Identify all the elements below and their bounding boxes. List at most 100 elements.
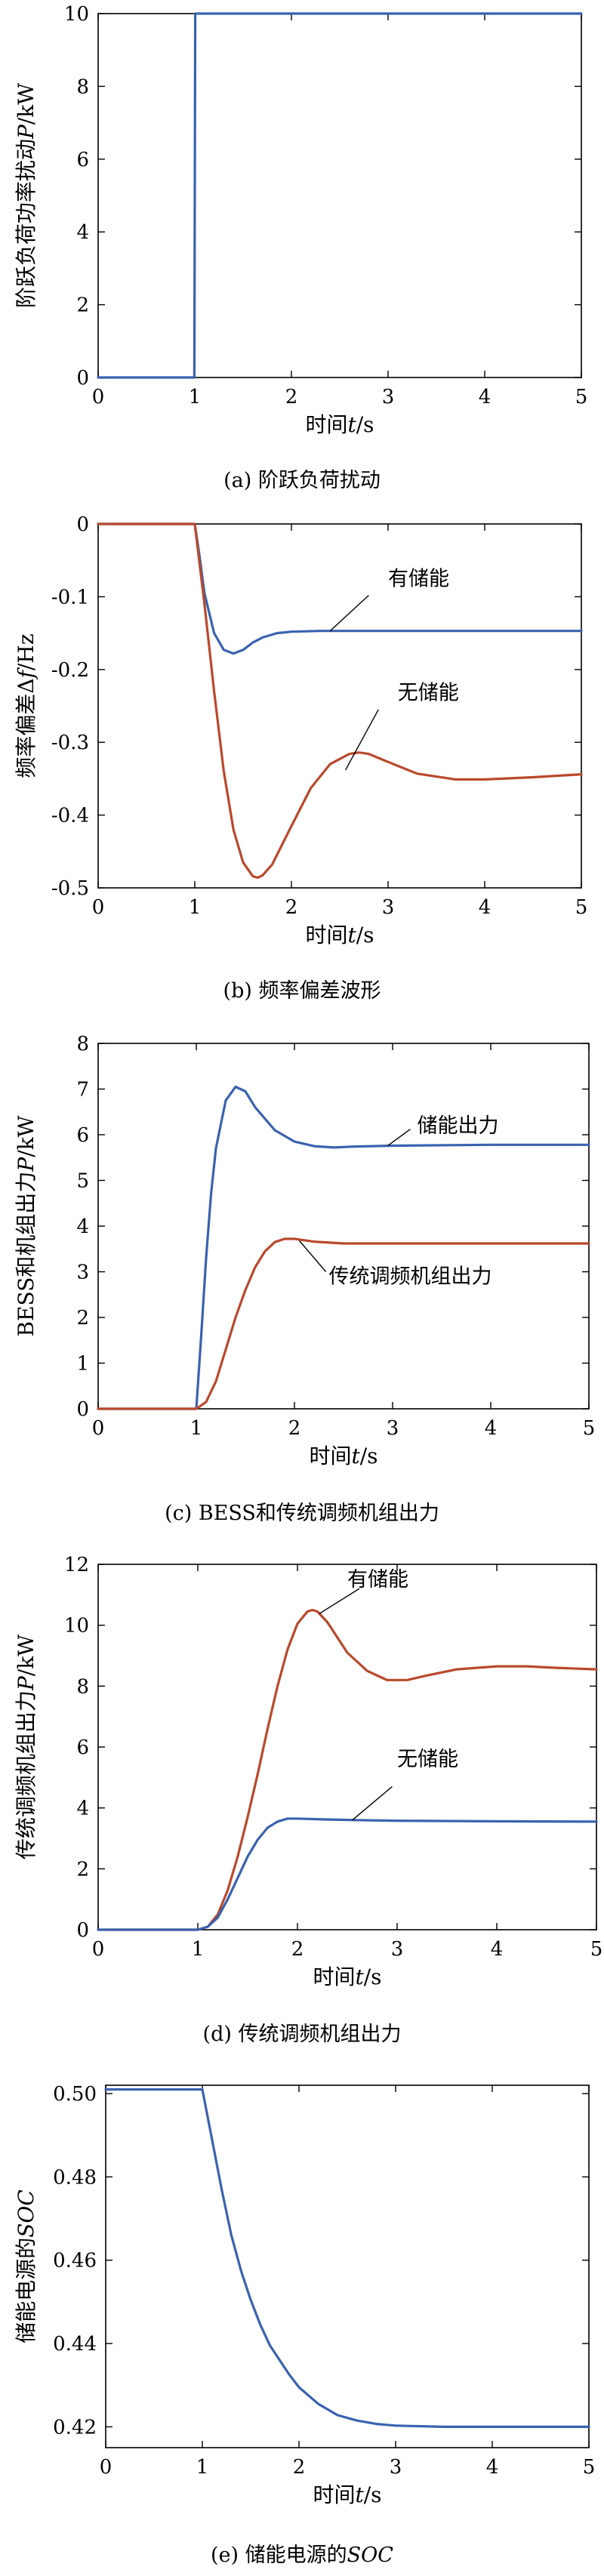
chart-b-series-1-line bbox=[97, 522, 583, 880]
chart-c-ytick-label: 3 bbox=[76, 1262, 89, 1284]
chart-a-xtick-label: 2 bbox=[285, 386, 298, 408]
chart-c-ytick-label: 8 bbox=[76, 1033, 89, 1055]
chart-e-xtick-label: 0 bbox=[100, 2456, 112, 2479]
chart-b-ytick-label: -0.4 bbox=[51, 805, 89, 827]
chart-a-svg: 0 1 2 3 4 5 0 2 4 6 8 10 时间t/s 阶跃负荷功率扰动P/kW bbox=[14, 3, 587, 437]
chart-d-ytick-label: 6 bbox=[76, 1736, 89, 1759]
chart-e-xtick-label: 4 bbox=[486, 2456, 499, 2479]
chart-b-xtick-label: 5 bbox=[575, 896, 588, 919]
chart-e-svg: 0 1 2 3 4 5 0.42 0.44 0.46 0.48 0.50 时间t/s 储能电源的SOC bbox=[14, 2083, 596, 2507]
chart-c-xlabel: 时间t/s bbox=[309, 1444, 378, 1468]
chart-a-ytick-label: 4 bbox=[76, 221, 89, 244]
chart-b-annotation-0-leader bbox=[329, 594, 369, 632]
chart-d-series-1-line bbox=[97, 1817, 598, 1931]
chart-a-xlabel: 时间t/s bbox=[305, 412, 374, 437]
chart-a-ytick-label: 8 bbox=[76, 75, 89, 98]
chart-e-xlabel: 时间t/s bbox=[313, 2482, 381, 2507]
chart-b-svg: 0 1 2 3 4 5 0 -0.1 -0.2 -0.3 -0.4 -0.5 时间t/s 频率偏差Δf/H… bbox=[14, 513, 588, 948]
chart-a-ytick-label: 2 bbox=[76, 294, 89, 317]
chart-b-ytick-label: -0.3 bbox=[51, 732, 89, 754]
chart-b-xtick-label: 0 bbox=[92, 896, 105, 919]
chart-c-svg: 0 1 2 3 4 5 0 1 2 3 4 5 6 7 8 时间t/s BESS和机组出力P/kW 储能出力传统调… bbox=[14, 1033, 596, 1468]
chart-a-ylabel: 阶跃负荷功率扰动P/kW bbox=[14, 83, 39, 308]
chart-a-xtick-label: 1 bbox=[189, 386, 202, 408]
panel-d: 0 1 2 3 4 5 0 2 4 6 8 10 12 时间t/s 传统调频机组出力P/kW 有储能 无储能 (… bbox=[0, 1548, 604, 2069]
chart-b-annotation-1-leader bbox=[345, 709, 379, 771]
chart-c-ytick-label: 6 bbox=[76, 1124, 89, 1147]
chart-c-ytick-label: 5 bbox=[76, 1170, 89, 1193]
chart-d-ytick-label: 0 bbox=[76, 1919, 89, 1942]
chart-d-ytick-label: 4 bbox=[76, 1798, 89, 1820]
chart-a-caption: (a) 阶跃负荷扰动 bbox=[223, 469, 381, 492]
chart-a-xtick-label: 0 bbox=[92, 386, 105, 408]
chart-b-annotation-1-label: 无储能 bbox=[398, 682, 459, 705]
chart-e-ytick-label: 0.42 bbox=[53, 2416, 97, 2439]
chart-a-ytick-label: 0 bbox=[76, 367, 89, 390]
chart-c-xtick-label: 3 bbox=[387, 1417, 399, 1440]
chart-a-xtick-label: 4 bbox=[479, 386, 492, 408]
chart-a-plot-frame bbox=[97, 13, 582, 378]
chart-d-annotation-0-leader bbox=[319, 1588, 360, 1614]
chart-e-ylabel: 储能电源的SOC bbox=[14, 2189, 39, 2343]
chart-d-ylabel: 传统调频机组出力P/kW bbox=[14, 1635, 39, 1860]
chart-d-annotation-1-label: 无储能 bbox=[397, 1748, 458, 1771]
chart-c-xtick-label: 5 bbox=[583, 1417, 596, 1440]
chart-b-caption: (b) 频率偏差波形 bbox=[223, 979, 381, 1003]
chart-c-ytick-label: 7 bbox=[76, 1079, 89, 1102]
chart-b-ytick-label: 0 bbox=[76, 513, 89, 536]
panel-e: 0 1 2 3 4 5 0.42 0.44 0.46 0.48 0.50 时间t/s 储能电源的SOC … bbox=[0, 2069, 604, 2576]
chart-e-plot-frame bbox=[105, 2085, 590, 2448]
chart-d-xtick-label: 0 bbox=[92, 1938, 105, 1961]
panel-c: 0 1 2 3 4 5 0 1 2 3 4 5 6 7 8 时间t/s BESS和机组出力P/kW 储能出力 传统调… bbox=[0, 1027, 604, 1548]
chart-d-xtick-label: 5 bbox=[590, 1938, 603, 1961]
chart-d-ytick-label: 10 bbox=[64, 1615, 89, 1638]
chart-d-xlabel: 时间t/s bbox=[313, 1964, 381, 1989]
chart-c-ytick-label: 2 bbox=[76, 1307, 89, 1330]
chart-b-annotation-0-label: 有储能 bbox=[388, 567, 449, 590]
chart-e-caption: (e) 储能电源的SOC bbox=[211, 2544, 393, 2567]
chart-d-annotation-1-leader bbox=[352, 1786, 393, 1821]
chart-a-series-0-line bbox=[97, 12, 583, 379]
chart-d-xtick-label: 2 bbox=[291, 1938, 304, 1961]
chart-d-caption: (d) 传统调频机组出力 bbox=[202, 2023, 402, 2046]
chart-c-annotation-1-label: 传统调频机组出力 bbox=[329, 1265, 492, 1289]
chart-c-annotation-1-leader bbox=[298, 1240, 327, 1272]
chart-e-ytick-label: 0.48 bbox=[53, 2166, 97, 2189]
chart-b-plot-frame bbox=[97, 523, 582, 889]
panel-b: 0 1 2 3 4 5 0 -0.1 -0.2 -0.3 -0.4 -0.5 时间t/s 频率偏差Δf/H… bbox=[0, 510, 604, 1027]
chart-e-xtick-label: 1 bbox=[196, 2456, 209, 2479]
chart-a-xtick-label: 3 bbox=[382, 386, 395, 408]
chart-b-ytick-label: -0.2 bbox=[51, 659, 89, 682]
chart-c-ytick-label: 1 bbox=[76, 1353, 89, 1376]
chart-c-annotation-0-label: 储能出力 bbox=[418, 1114, 499, 1138]
chart-c-plot-frame bbox=[97, 1043, 590, 1410]
chart-a-ytick-label: 6 bbox=[76, 149, 89, 171]
chart-c-ytick-label: 4 bbox=[76, 1216, 89, 1238]
chart-c-ytick-label: 0 bbox=[76, 1398, 89, 1421]
chart-c-xtick-label: 2 bbox=[288, 1417, 301, 1440]
chart-c-series-1-line bbox=[97, 1237, 590, 1410]
chart-e-ytick-label: 0.46 bbox=[53, 2250, 97, 2272]
chart-e-xtick-label: 2 bbox=[293, 2456, 306, 2479]
chart-b-ytick-label: -0.1 bbox=[51, 586, 89, 609]
chart-e-series-0-line bbox=[104, 2088, 590, 2428]
chart-b-ylabel: 频率偏差Δf/Hz bbox=[14, 633, 39, 778]
chart-d-ytick-label: 2 bbox=[76, 1858, 89, 1881]
chart-b-xtick-label: 4 bbox=[479, 896, 492, 919]
chart-c-ylabel: BESS和机组出力P/kW bbox=[14, 1115, 39, 1336]
chart-c-caption: (c) BESS和传统调频机组出力 bbox=[165, 1502, 439, 1525]
chart-d-plot-frame bbox=[97, 1564, 597, 1930]
chart-e-xtick-label: 3 bbox=[390, 2456, 402, 2479]
chart-b-ytick-label: -0.5 bbox=[51, 877, 89, 900]
chart-c-xtick-label: 1 bbox=[190, 1417, 203, 1440]
chart-d-ytick-label: 12 bbox=[64, 1554, 89, 1576]
chart-d-annotation-0-label: 有储能 bbox=[347, 1568, 408, 1592]
chart-c-xtick-label: 4 bbox=[485, 1417, 498, 1440]
chart-d-xtick-label: 4 bbox=[491, 1938, 504, 1961]
chart-d-series-0-line bbox=[97, 1608, 598, 1931]
chart-b-xtick-label: 2 bbox=[285, 896, 298, 919]
chart-b-xtick-label: 1 bbox=[189, 896, 202, 919]
chart-b-xlabel: 时间t/s bbox=[305, 923, 374, 948]
chart-e-xtick-label: 5 bbox=[583, 2456, 596, 2479]
